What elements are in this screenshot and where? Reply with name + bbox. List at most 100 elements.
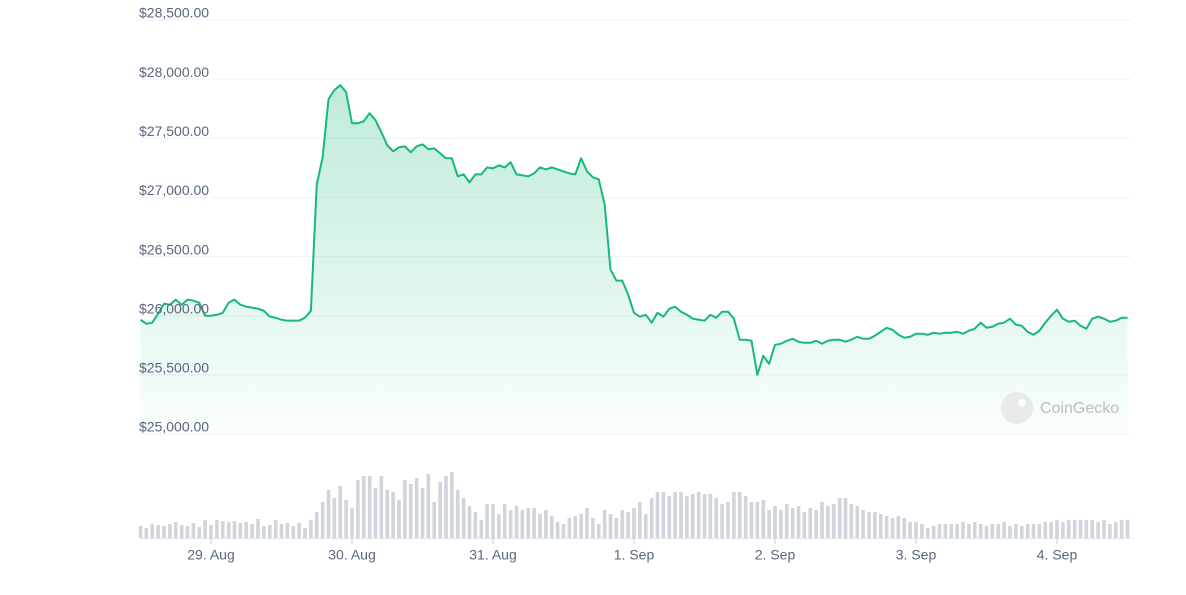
volume-bar <box>367 476 372 538</box>
volume-bar <box>925 528 930 538</box>
volume-bar <box>526 508 531 538</box>
volume-bar <box>291 526 296 538</box>
volume-bar <box>497 514 501 538</box>
volume-bar <box>179 525 184 538</box>
volume-bar <box>332 498 337 538</box>
volume-bar <box>432 502 437 538</box>
x-tick-label: 29. Aug <box>187 547 235 563</box>
volume-bar <box>1055 520 1059 538</box>
volume-bar <box>767 510 771 538</box>
volume-bar <box>802 512 807 538</box>
volume-bar <box>673 492 677 538</box>
volume-bar <box>978 524 983 538</box>
volume-bar <box>908 522 912 538</box>
volume-bar <box>168 524 172 538</box>
volume-bar <box>344 500 348 538</box>
volume-bar <box>796 506 801 538</box>
volume-bar <box>655 492 660 538</box>
volume-bar <box>884 516 889 538</box>
watermark-text: CoinGecko <box>1040 400 1119 417</box>
volume-bar <box>949 524 954 538</box>
volume-bar <box>990 524 995 538</box>
volume-bar <box>215 520 219 538</box>
volume-bar <box>685 496 689 538</box>
volume-bar <box>784 504 789 538</box>
volume-bar <box>250 524 254 538</box>
volume-bar <box>737 492 742 538</box>
volume-bar <box>814 510 818 538</box>
volume-bar <box>984 526 989 538</box>
volume-bar <box>843 498 848 538</box>
volume-bar <box>967 524 971 538</box>
volume-bar <box>1008 526 1012 538</box>
volume-bar <box>203 520 207 538</box>
volume-bar <box>532 508 536 538</box>
volume-bar <box>1025 524 1030 538</box>
volume-bar <box>173 522 178 538</box>
volume-bar <box>1066 520 1071 538</box>
volume-bar <box>714 498 719 538</box>
volume-bar <box>608 514 613 538</box>
volume-bar <box>755 502 760 538</box>
y-tick-label: $27,500.00 <box>139 123 209 139</box>
y-tick-label: $28,500.00 <box>139 5 209 21</box>
volume-bar <box>209 525 213 538</box>
volume-bar <box>555 522 560 538</box>
volume-bar <box>438 482 442 538</box>
volume-bar <box>356 480 360 538</box>
x-tick-label: 4. Sep <box>1037 547 1078 563</box>
volume-bar <box>702 494 707 538</box>
volume-bar <box>1031 524 1036 538</box>
volume-bar <box>626 512 630 538</box>
volume-bar <box>226 522 231 538</box>
volume-bar <box>720 504 724 538</box>
volume-bar <box>273 520 278 538</box>
volume-bar <box>549 516 554 538</box>
volume-bar <box>1002 522 1006 538</box>
labels: $25,000.00 $25,500.00 $26,000.00 $26,500.00… <box>139 5 1077 563</box>
volume-bar <box>773 506 777 538</box>
volume-bar <box>890 518 895 538</box>
volume-bar <box>1119 520 1124 538</box>
volume-bar <box>467 506 472 538</box>
volume-bar <box>309 520 313 538</box>
volume-bar <box>638 502 642 538</box>
volume-bar <box>602 510 607 538</box>
volume-bar <box>156 525 160 538</box>
y-tick-label: $28,000.00 <box>139 64 209 80</box>
volume-bar <box>1096 522 1100 538</box>
volume-bar <box>420 488 425 538</box>
volume-bar <box>902 518 907 538</box>
volume-bar <box>320 502 325 538</box>
volume-bar <box>820 502 824 538</box>
volume-bar <box>426 474 431 538</box>
volume-bar <box>514 506 519 538</box>
volume-bar <box>502 504 507 538</box>
volume-bar <box>1043 522 1048 538</box>
volume-bar <box>961 522 965 538</box>
volume-bar <box>743 496 748 538</box>
grid <box>140 19 1131 544</box>
volume-bar <box>267 525 272 538</box>
volume-bar <box>520 510 525 538</box>
volume-bar <box>914 522 918 538</box>
area-layer <box>139 84 1128 435</box>
volume-bar <box>232 521 237 538</box>
volume-bar <box>896 516 901 538</box>
volume-bar <box>790 508 795 538</box>
volume-bar <box>1014 524 1018 538</box>
volume-bar <box>585 508 589 538</box>
y-tick-label: $26,500.00 <box>139 241 209 257</box>
volume-bar <box>614 518 619 538</box>
volume-bar <box>1113 522 1118 538</box>
volume-bar <box>849 504 854 538</box>
volume-bar <box>314 512 319 538</box>
volume-bar <box>579 514 583 538</box>
volume-bar <box>262 526 266 538</box>
volume-bar <box>732 492 736 538</box>
x-tick-label: 30. Aug <box>328 547 376 563</box>
volume-bar <box>461 498 466 538</box>
volume-bar <box>444 476 448 538</box>
volume-bar <box>761 500 766 538</box>
